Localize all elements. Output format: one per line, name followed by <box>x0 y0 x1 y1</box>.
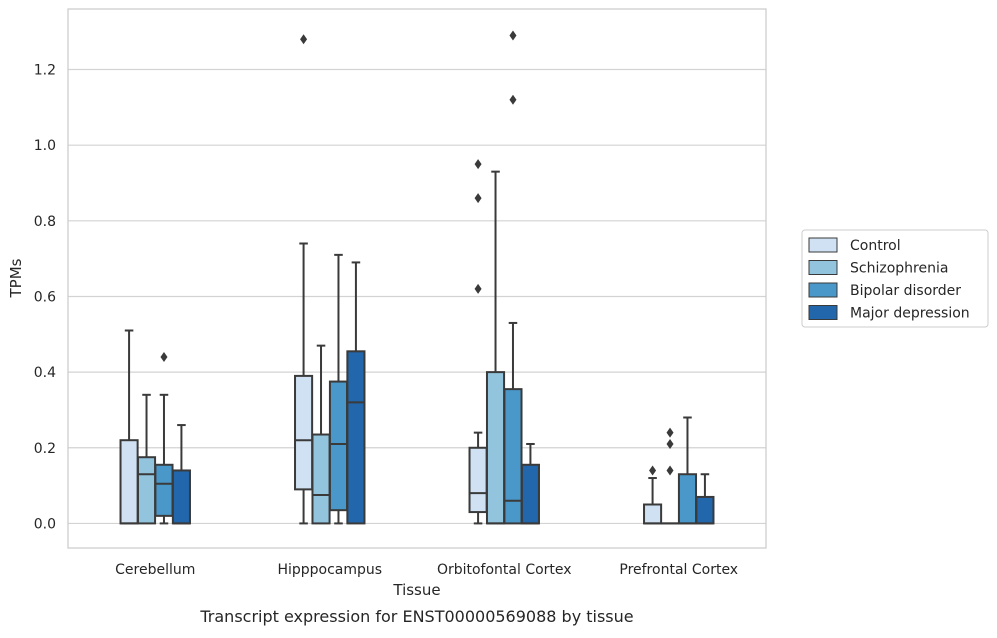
box-iqr <box>696 497 713 523</box>
legend-label: Schizophrenia <box>850 261 948 277</box>
legend: Control Schizophrenia Bipolar disorder Majo… <box>802 230 988 327</box>
box-iqr <box>295 376 312 489</box>
legend-label: Bipolar disorder <box>850 283 961 299</box>
box-iqr <box>330 382 347 511</box>
x-tick-labels: Cerebellum Hipppocampus Orbitofontal Corte… <box>115 562 738 578</box>
box-iqr <box>347 351 364 523</box>
legend-swatch <box>809 238 837 252</box>
legend-swatch <box>809 306 837 320</box>
box-iqr <box>173 470 190 523</box>
legend-swatch <box>809 261 837 275</box>
box-iqr <box>155 465 172 516</box>
chart-caption: Transcript expression for ENST0000056908… <box>199 607 633 626</box>
y-tick-label: 0.2 <box>34 441 56 457</box>
x-tick-label: Prefrontal Cortex <box>619 562 738 578</box>
y-tick-label: 0.8 <box>34 214 56 230</box>
y-tick-label: 0.0 <box>34 516 56 532</box>
x-tick-label: Hipppocampus <box>277 562 382 578</box>
legend-swatch <box>809 283 837 297</box>
x-axis-label: Tissue <box>392 581 440 599</box>
box-iqr <box>138 457 155 523</box>
y-tick-label: 0.6 <box>34 289 56 305</box>
box-iqr <box>504 389 521 523</box>
y-tick-label: 1.2 <box>34 63 56 79</box>
legend-label: Control <box>850 238 901 254</box>
box-iqr <box>121 440 138 523</box>
box-iqr <box>487 372 504 523</box>
box-iqr <box>470 448 487 512</box>
box-iqr <box>644 505 661 524</box>
y-axis-label: TPMs <box>7 258 25 298</box>
box-iqr <box>522 465 539 524</box>
box-iqr <box>679 474 696 523</box>
y-tick-label: 1.0 <box>34 138 56 154</box>
box-iqr <box>312 435 329 524</box>
y-tick-labels: 0.0 0.2 0.4 0.6 0.8 1.0 1.2 <box>34 63 56 533</box>
x-tick-label: Cerebellum <box>115 562 195 578</box>
legend-label: Major depression <box>850 306 970 322</box>
y-tick-label: 0.4 <box>34 365 56 381</box>
x-tick-label: Orbitofontal Cortex <box>437 562 572 578</box>
